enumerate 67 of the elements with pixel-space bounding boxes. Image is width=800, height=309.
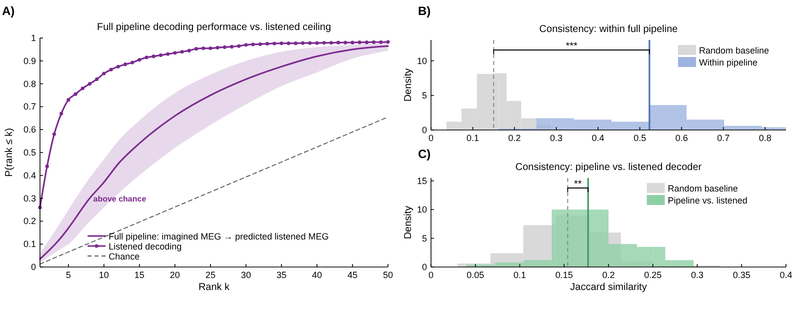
- x-tick-label: 35: [276, 270, 286, 280]
- x-tick-label: 10: [98, 270, 109, 280]
- chart-title: Consistency: within full pipeline: [539, 24, 678, 35]
- annotation: ***: [566, 41, 578, 52]
- y-axis-title: Density: [403, 206, 414, 240]
- text: A): [2, 4, 15, 18]
- x-tick-label: 0.3: [550, 133, 563, 143]
- y-tick-label: 0.2: [23, 216, 36, 226]
- y-tick-label: 5: [422, 233, 427, 244]
- y-tick-label: 1: [30, 33, 36, 43]
- x-tick-label: 0.5: [634, 133, 646, 143]
- x-tick-label: 0.2: [602, 270, 615, 280]
- y-tick-label: 5: [422, 90, 427, 100]
- y-tick-label: 0.9: [23, 56, 36, 66]
- x-tick-label: 0.8: [758, 133, 772, 143]
- y-tick-label: 10: [416, 56, 427, 66]
- chart-title: Consistency: pipeline vs. listened decoder: [515, 162, 702, 173]
- y-tick-label: 10: [416, 204, 427, 215]
- y-tick-label: 15: [416, 176, 427, 186]
- x-axis-title: Rank k: [198, 282, 231, 293]
- x-tick-label: 20: [170, 270, 180, 280]
- text: B): [418, 4, 431, 18]
- text: C): [418, 147, 431, 161]
- x-tick-label: 0.35: [732, 270, 750, 280]
- x-tick-label: 40: [312, 270, 322, 280]
- y-tick-label: 0.7: [23, 102, 36, 112]
- y-axis-title: P(rank ≤ k): [4, 128, 15, 177]
- annotation: **: [574, 179, 582, 190]
- y-tick-label: 0.3: [23, 193, 36, 204]
- x-tick-label: 25: [205, 270, 216, 280]
- x-tick-label: 0.25: [644, 270, 662, 280]
- y-tick-label: 0: [30, 262, 36, 272]
- chart-title: Full pipeline decoding performace vs. listened ceiling: [96, 22, 332, 33]
- legend-label: Pipeline vs. listened: [668, 195, 748, 206]
- x-tick-label: 45: [347, 270, 358, 280]
- x-tick-label: 0.7: [717, 133, 730, 143]
- y-tick-label: 0.6: [23, 124, 36, 135]
- x-tick-label: 0.4: [592, 133, 604, 143]
- legend-label: Random baseline: [699, 45, 770, 56]
- x-tick-label: 0: [428, 270, 434, 280]
- x-tick-label: 0.1: [466, 133, 480, 143]
- y-axis-title: Density: [403, 68, 414, 102]
- y-tick-label: 0: [422, 125, 427, 135]
- x-axis-title: Jaccard similarity: [570, 282, 647, 293]
- legend-label: Chance: [108, 251, 140, 262]
- y-tick-label: 0.4: [23, 170, 36, 180]
- x-tick-label: 0.15: [555, 270, 573, 280]
- x-tick-label: 0: [428, 133, 434, 143]
- y-tick-label: 0.8: [23, 78, 36, 89]
- legend-label: Within pipeline: [699, 57, 758, 68]
- x-tick-label: 0.2: [508, 133, 521, 143]
- y-tick-label: 0.1: [23, 239, 36, 250]
- x-tick-label: 0.3: [690, 270, 704, 280]
- y-tick-label: 0.5: [23, 148, 36, 158]
- x-tick-label: 0.6: [675, 133, 688, 143]
- x-tick-label: 0.4: [780, 270, 792, 280]
- legend-label: Random baseline: [668, 183, 738, 194]
- y-tick-label: 0: [422, 262, 427, 272]
- x-tick-label: 0.1: [513, 270, 526, 280]
- x-tick-label: 0.05: [466, 270, 484, 280]
- x-tick-label: 15: [134, 270, 144, 280]
- x-tick-label: 30: [240, 270, 251, 280]
- annotation: above chance: [93, 194, 147, 204]
- x-tick-label: 50: [382, 270, 394, 280]
- legend-label: Full pipeline: imagined MEG → predicted listened MEG: [108, 231, 329, 242]
- legend-label: Listened decoding: [108, 241, 182, 252]
- x-tick-label: 5: [66, 270, 71, 280]
